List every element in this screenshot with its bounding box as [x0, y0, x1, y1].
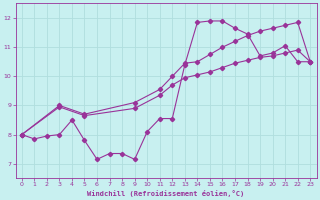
X-axis label: Windchill (Refroidissement éolien,°C): Windchill (Refroidissement éolien,°C): [87, 190, 245, 197]
